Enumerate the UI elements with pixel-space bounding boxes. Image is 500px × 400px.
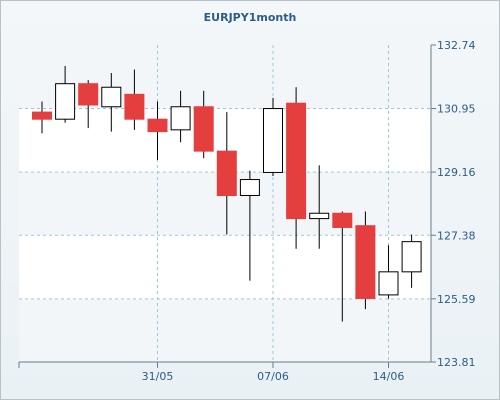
candle	[332, 211, 353, 322]
candle	[216, 112, 237, 235]
candle	[193, 90, 214, 159]
candle-body-down	[124, 93, 145, 120]
candle-body-down	[147, 118, 168, 133]
candle	[378, 245, 399, 299]
candle	[401, 234, 422, 288]
candle	[263, 97, 283, 176]
candle	[32, 101, 52, 134]
x-tick-label: 14/06	[373, 370, 405, 383]
y-tick-label: 132.74	[437, 39, 476, 52]
y-tick-label: 129.16	[437, 166, 476, 179]
y-tick-label: 125.59	[437, 293, 476, 306]
candle	[286, 87, 307, 249]
candle-body-down	[216, 150, 237, 197]
plot-band	[19, 298, 431, 362]
candle	[147, 101, 168, 161]
candle-body-up	[378, 271, 399, 296]
candle	[78, 80, 99, 129]
candle	[170, 90, 191, 143]
candle	[309, 165, 330, 249]
candle-body-down	[193, 106, 214, 152]
candle-body-up	[101, 86, 122, 108]
x-tick-label: 31/05	[142, 370, 174, 383]
candle-body-down	[78, 83, 99, 106]
candle-body-up	[239, 179, 260, 197]
candle	[55, 65, 76, 123]
candle	[101, 73, 122, 132]
candle-body-down	[332, 212, 353, 228]
candle-body-up	[401, 241, 422, 273]
candle	[239, 170, 260, 281]
candle-body-up	[263, 108, 283, 173]
candle-body-up	[55, 83, 76, 120]
candle-body-up	[309, 212, 330, 220]
candle-body-down	[32, 111, 52, 120]
y-tick-label: 130.95	[437, 103, 476, 116]
candle	[124, 69, 145, 130]
candle-body-down	[286, 102, 307, 220]
y-tick-label: 127.38	[437, 229, 476, 242]
candle-body-down	[355, 225, 376, 299]
x-tick-label: 07/06	[257, 370, 289, 383]
y-tick-label: 123.81	[437, 356, 476, 369]
candle	[355, 211, 376, 310]
candle-body-up	[170, 106, 191, 131]
chart-title: EURJPY1month	[203, 11, 297, 24]
